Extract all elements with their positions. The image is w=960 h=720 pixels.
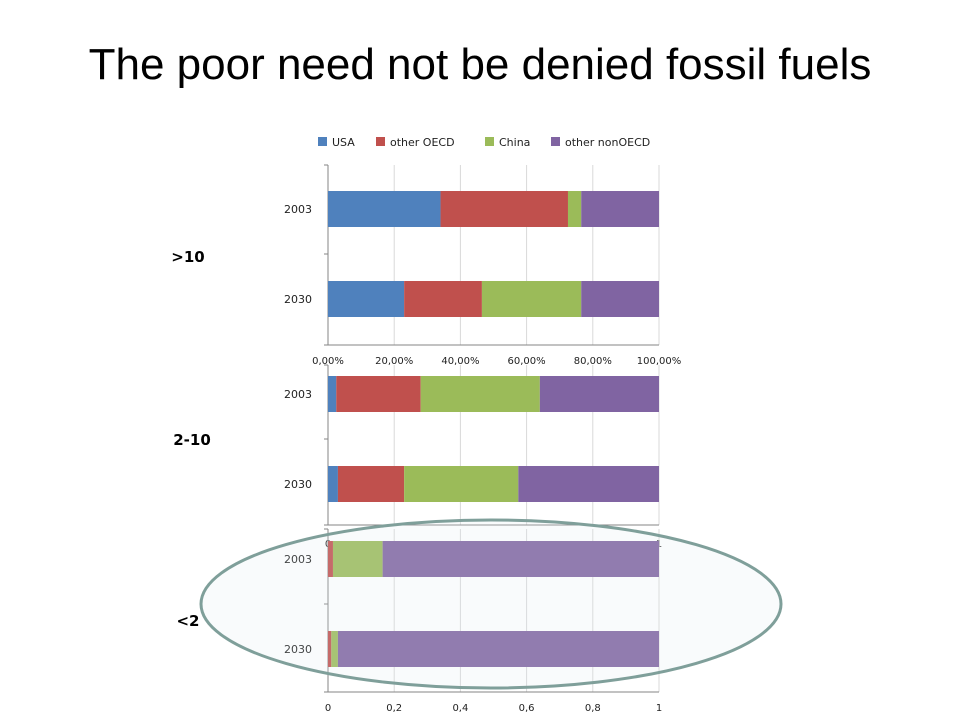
bar-segment: [567, 191, 582, 227]
chart-panel-top: 2003 2030 0,00% 20,00% 40,00% 60,00% 80,00% 100…: [171, 164, 682, 367]
category-label: 2003: [284, 553, 312, 566]
x-tick-label: 40,00%: [441, 356, 479, 367]
category-label: 2003: [284, 388, 312, 401]
highlight-ellipse-shape: [199, 518, 783, 690]
bar-segment: [440, 191, 568, 227]
x-tick-label: 80,00%: [574, 356, 612, 367]
category-label: 2003: [284, 203, 312, 216]
bar-segment: [328, 376, 337, 412]
bar-segment: [332, 541, 383, 577]
legend-label: China: [499, 136, 530, 149]
x-tick-label: 0: [325, 703, 331, 714]
bar-segment: [481, 281, 582, 317]
legend: USA other OECD China other nonOECD: [318, 136, 650, 149]
x-tick-label: 100,00%: [637, 356, 682, 367]
chart-panel-middle: 20032030012-10: [173, 364, 662, 550]
group-label: >10: [171, 248, 204, 266]
bar-segment: [328, 466, 338, 502]
bar-segment: [404, 281, 482, 317]
bar-segment: [404, 466, 519, 502]
bar-segment: [331, 631, 338, 667]
bar-segment: [328, 631, 332, 667]
legend-swatch: [376, 137, 385, 146]
bar-segment: [328, 191, 441, 227]
bar-segment: [336, 376, 421, 412]
legend-label: other OECD: [390, 136, 455, 149]
x-tick-label: 0,00%: [312, 356, 344, 367]
bar-segment: [382, 541, 659, 577]
bar-segment: [518, 466, 659, 502]
bar-segment: [328, 541, 333, 577]
highlight-ellipse: [199, 518, 783, 690]
group-label: <2: [176, 612, 199, 630]
category-label: 2030: [284, 293, 312, 306]
x-tick-label: 0,4: [452, 703, 468, 714]
bar-segment: [581, 281, 659, 317]
bar-segment: [337, 466, 405, 502]
x-tick-label: 0,2: [386, 703, 402, 714]
x-tick-label: 0,6: [519, 703, 535, 714]
legend-swatch: [551, 137, 560, 146]
category-label: 2030: [284, 478, 312, 491]
x-tick-label: 20,00%: [375, 356, 413, 367]
x-tick-label: 60,00%: [508, 356, 546, 367]
x-tick-label: 0,8: [585, 703, 601, 714]
legend-label: USA: [332, 136, 355, 149]
legend-label: other nonOECD: [565, 136, 650, 149]
bar-segment: [328, 281, 405, 317]
bar-segment: [337, 631, 659, 667]
slide-title: The poor need not be denied fossil fuels: [88, 40, 872, 89]
bar-segment: [539, 376, 659, 412]
bar-segment: [581, 191, 659, 227]
bar-segment: [420, 376, 540, 412]
legend-swatch: [318, 137, 327, 146]
legend-swatch: [485, 137, 494, 146]
category-label: 2030: [284, 643, 312, 656]
chart-panel-bottom: 2003 2030 0 0,2 0,4 0,6 0,8 1 <2: [176, 528, 662, 714]
group-label: 2-10: [173, 431, 211, 449]
x-tick-label: 1: [656, 703, 662, 714]
